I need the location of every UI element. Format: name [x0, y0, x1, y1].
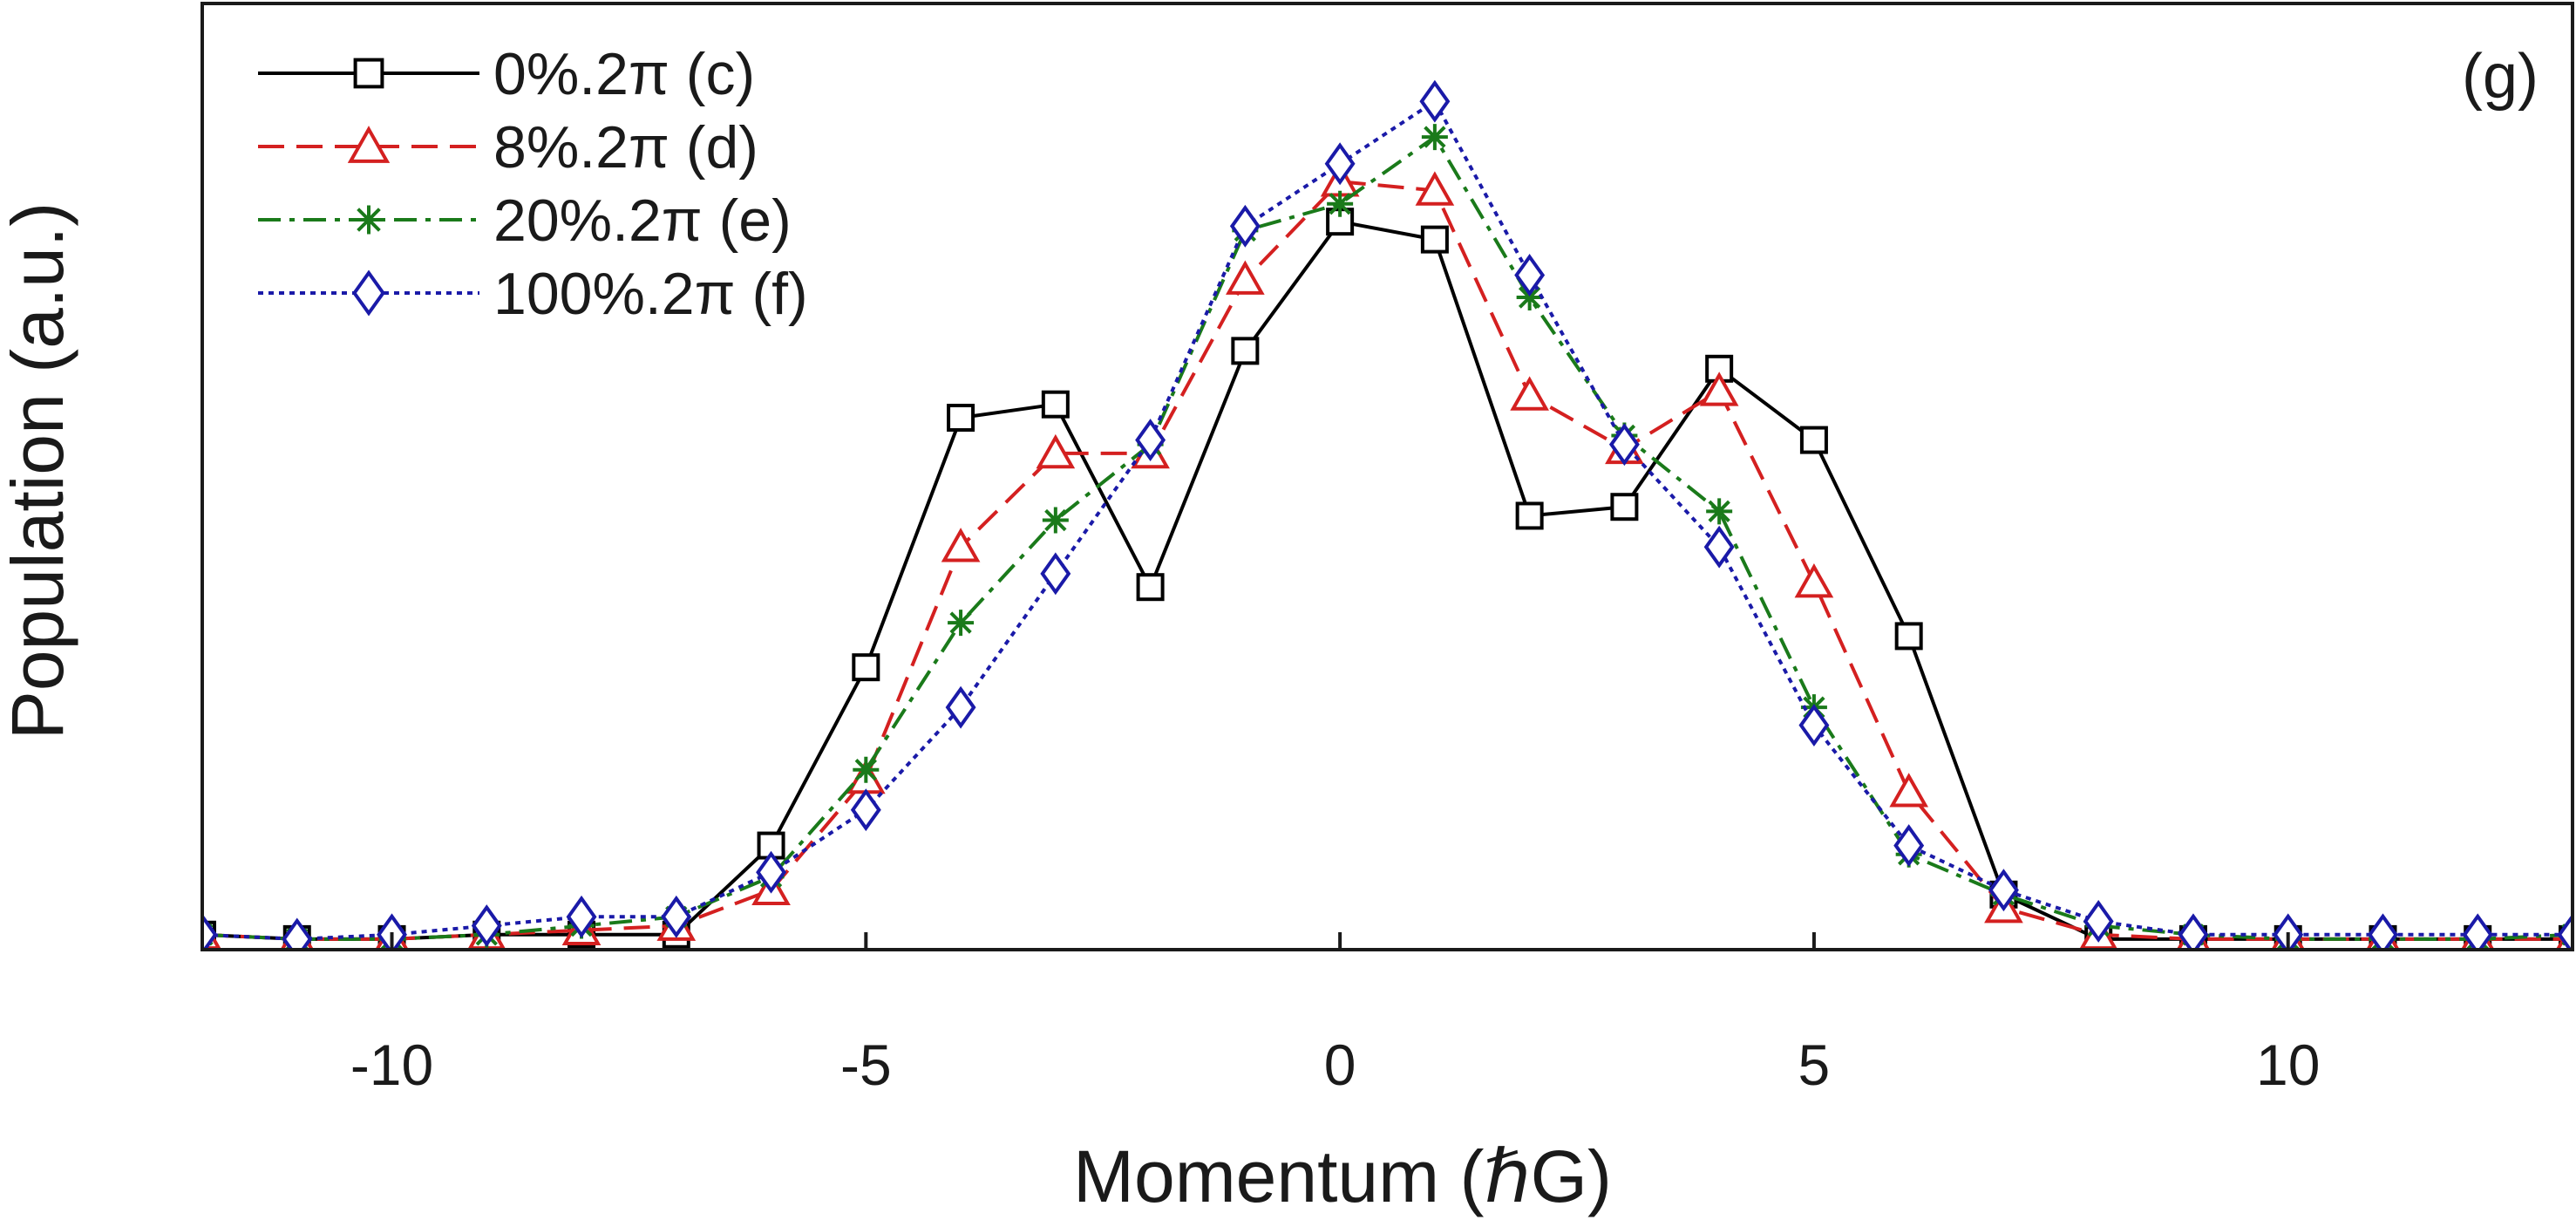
- data-point: [945, 685, 976, 729]
- panel-label: (g): [2462, 42, 2539, 112]
- data-point: [1327, 190, 1354, 217]
- data-point: [202, 913, 218, 950]
- data-point: [1229, 204, 1261, 248]
- data-point: [1324, 142, 1356, 186]
- data-point: [1042, 507, 1069, 534]
- data-point: [1136, 573, 1165, 602]
- legend-marker: [352, 269, 385, 317]
- series-4: [202, 79, 2573, 950]
- data-point: [948, 610, 975, 637]
- plot-area: [202, 79, 2573, 950]
- data-point: [282, 917, 313, 950]
- data-point: [1231, 337, 1260, 365]
- data-point: [566, 895, 597, 938]
- legend-item: 0%.2π (c): [258, 41, 755, 107]
- data-point: [2557, 913, 2573, 950]
- legend-label: 20%.2π (e): [493, 187, 792, 254]
- x-axis: -10 -5 0 5 10: [350, 932, 2320, 1097]
- data-point: [941, 528, 981, 562]
- legend-item: 20%.2π (e): [258, 187, 792, 254]
- x-tick-label: 5: [1798, 1033, 1831, 1097]
- data-point: [1893, 824, 1925, 868]
- legend-marker: [353, 58, 384, 89]
- series-line: [202, 135, 2573, 941]
- data-point: [852, 653, 880, 682]
- legend: 0%.2π (c) 8%.2π (d)20%.2π (e) 100%.2π (f): [258, 41, 808, 327]
- data-point: [2368, 913, 2398, 950]
- data-point: [1415, 171, 1455, 206]
- plot-frame: [201, 2, 2574, 951]
- data-point: [1515, 501, 1544, 530]
- data-point: [947, 404, 975, 433]
- series-line: [202, 220, 2573, 941]
- data-point: [1794, 563, 1834, 598]
- data-point: [1135, 419, 1166, 462]
- data-point: [1889, 773, 1929, 808]
- data-point: [1516, 284, 1543, 311]
- legend-label: 0%.2π (c): [493, 41, 755, 107]
- data-point: [853, 756, 880, 783]
- data-point: [1610, 493, 1639, 521]
- data-point: [2178, 913, 2209, 950]
- data-point: [1706, 498, 1733, 525]
- data-point: [1699, 371, 1739, 406]
- data-point: [1608, 423, 1640, 467]
- legend-label: 8%.2π (d): [493, 114, 758, 181]
- data-point: [1798, 704, 1830, 747]
- data-point: [850, 788, 881, 832]
- data-point: [1894, 622, 1923, 651]
- data-point: [471, 904, 502, 948]
- legend-item: 100%.2π (f): [258, 261, 808, 327]
- data-point: [1988, 869, 2019, 912]
- data-point: [1036, 433, 1076, 469]
- series-line: [202, 180, 2573, 941]
- data-point: [1799, 426, 1828, 454]
- x-tick-label: -5: [840, 1033, 892, 1097]
- data-point: [1510, 376, 1549, 411]
- data-point: [2462, 913, 2493, 950]
- data-point: [661, 895, 692, 938]
- data-point: [1041, 390, 1070, 419]
- data-point: [756, 850, 787, 894]
- data-point: [1421, 124, 1448, 151]
- data-point: [1420, 225, 1449, 254]
- x-tick-label: -10: [350, 1033, 433, 1097]
- legend-label: 100%.2π (f): [493, 261, 808, 327]
- legend-marker: [347, 126, 391, 163]
- x-tick-label: 0: [1324, 1033, 1356, 1097]
- x-tick-label: 10: [2256, 1033, 2320, 1097]
- legend-marker: [354, 205, 384, 235]
- data-point: [757, 831, 785, 860]
- y-axis-title: Population (a.u.): [0, 202, 78, 739]
- data-point: [1040, 552, 1071, 596]
- legend-item: 8%.2π (d): [258, 114, 758, 181]
- x-axis-title: Momentum (ℏG): [1073, 1135, 1612, 1217]
- data-point: [2083, 900, 2114, 943]
- data-point: [1703, 525, 1735, 569]
- data-point: [1514, 254, 1546, 296]
- data-point: [1226, 260, 1265, 295]
- data-point: [1419, 79, 1451, 123]
